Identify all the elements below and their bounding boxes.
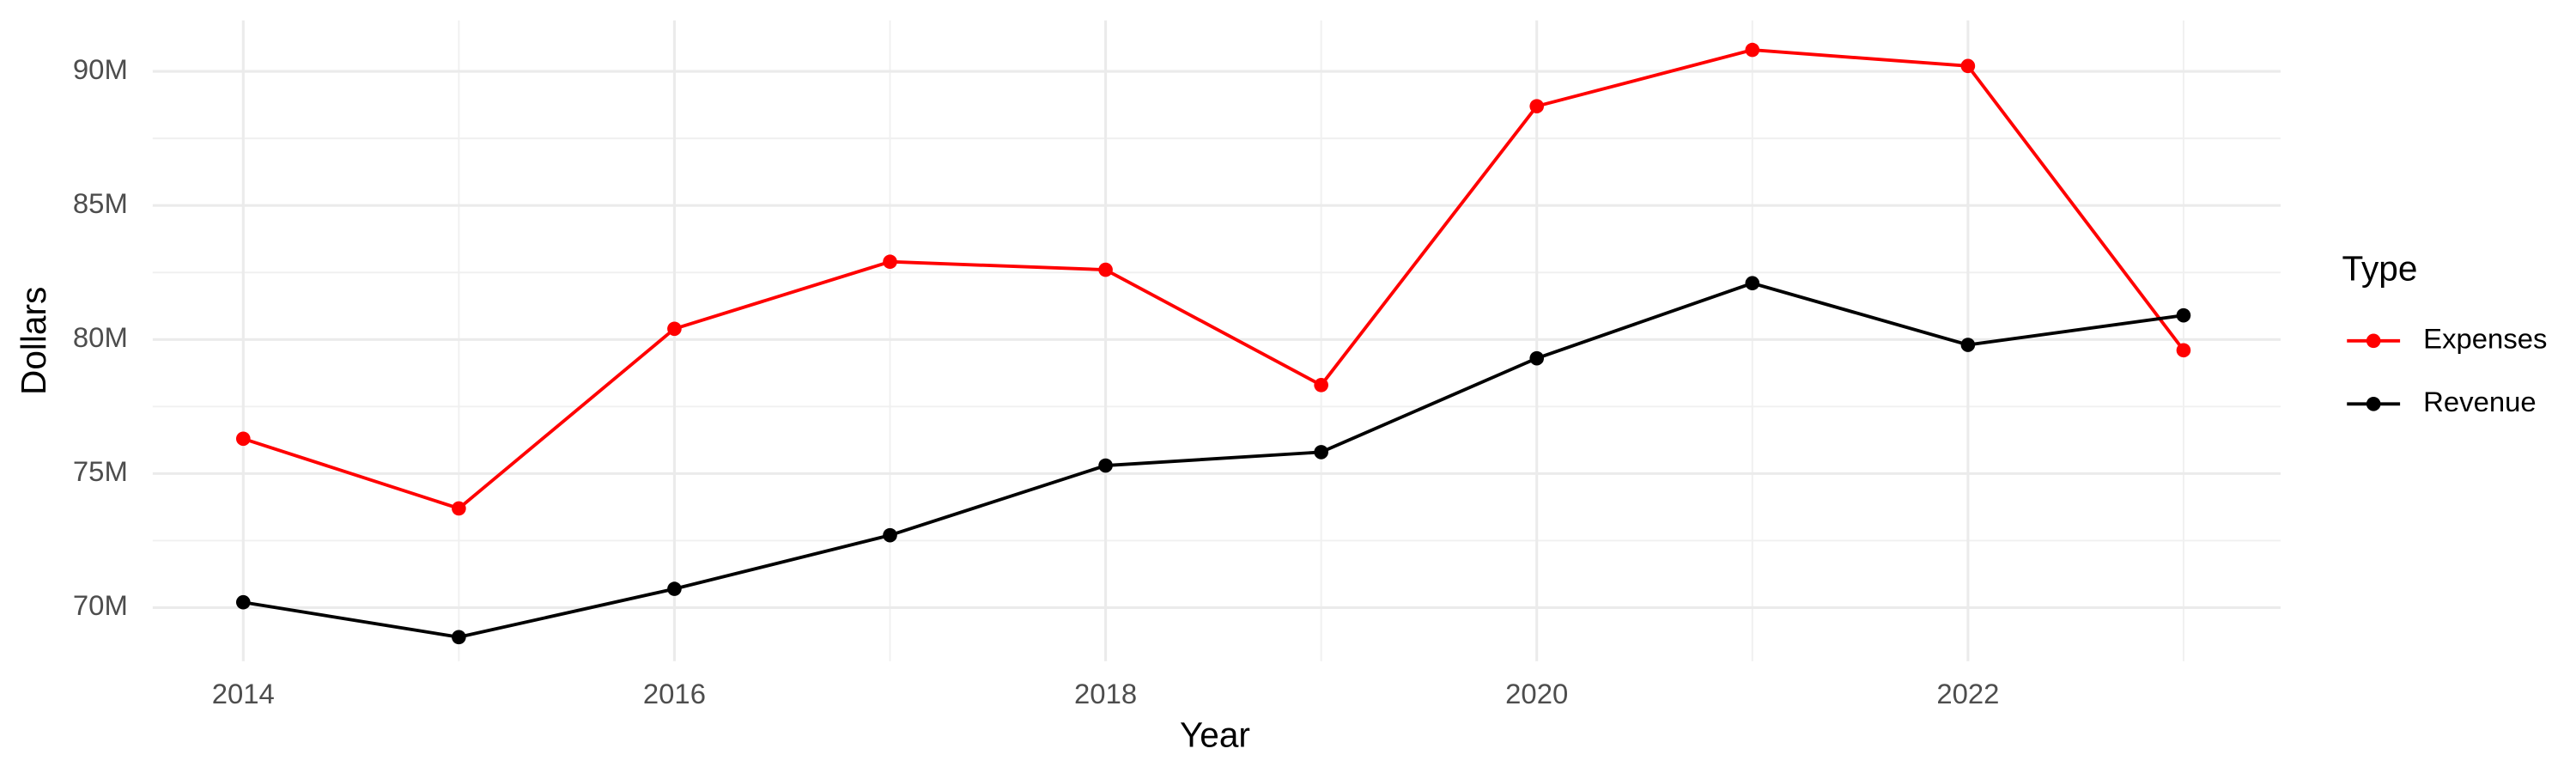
data-point xyxy=(2176,307,2191,323)
legend-point xyxy=(2366,333,2381,349)
data-point xyxy=(1529,350,1545,366)
x-tick-label: 2022 xyxy=(1936,678,1999,709)
data-point xyxy=(1098,458,1113,473)
y-tick-label: 90M xyxy=(73,53,128,85)
data-point xyxy=(1745,42,1760,58)
y-tick-label: 85M xyxy=(73,187,128,219)
legend-point xyxy=(2366,396,2381,411)
data-point xyxy=(452,501,466,516)
y-tick-label: 70M xyxy=(73,589,128,621)
x-tick-label: 2016 xyxy=(643,678,706,709)
data-point xyxy=(2176,343,2191,358)
data-point xyxy=(1529,99,1545,113)
x-tick-label: 2018 xyxy=(1074,678,1137,709)
data-point xyxy=(452,630,466,645)
data-point xyxy=(883,527,897,543)
y-tick-label: 80M xyxy=(73,321,128,353)
legend-label: Revenue xyxy=(2423,386,2537,417)
data-point xyxy=(1314,445,1328,460)
data-point xyxy=(1960,338,1976,352)
series-line xyxy=(242,48,2185,511)
data-point xyxy=(235,431,251,447)
data-point xyxy=(235,594,251,610)
data-point xyxy=(667,581,682,596)
data-point xyxy=(1745,276,1760,291)
x-tick-label: 2020 xyxy=(1505,678,1568,709)
legend-title: Type xyxy=(2342,248,2417,288)
x-tick-label: 2014 xyxy=(212,678,275,709)
data-point xyxy=(1314,378,1328,393)
data-point xyxy=(1098,262,1113,277)
series-line xyxy=(242,281,2184,639)
data-point xyxy=(883,254,897,270)
y-tick-label: 75M xyxy=(73,455,128,487)
data-point xyxy=(1960,58,1976,74)
y-axis-label: Dollars xyxy=(14,287,53,395)
x-axis-label: Year xyxy=(1180,715,1250,755)
legend-label: Expenses xyxy=(2423,323,2547,355)
data-point xyxy=(667,321,682,337)
